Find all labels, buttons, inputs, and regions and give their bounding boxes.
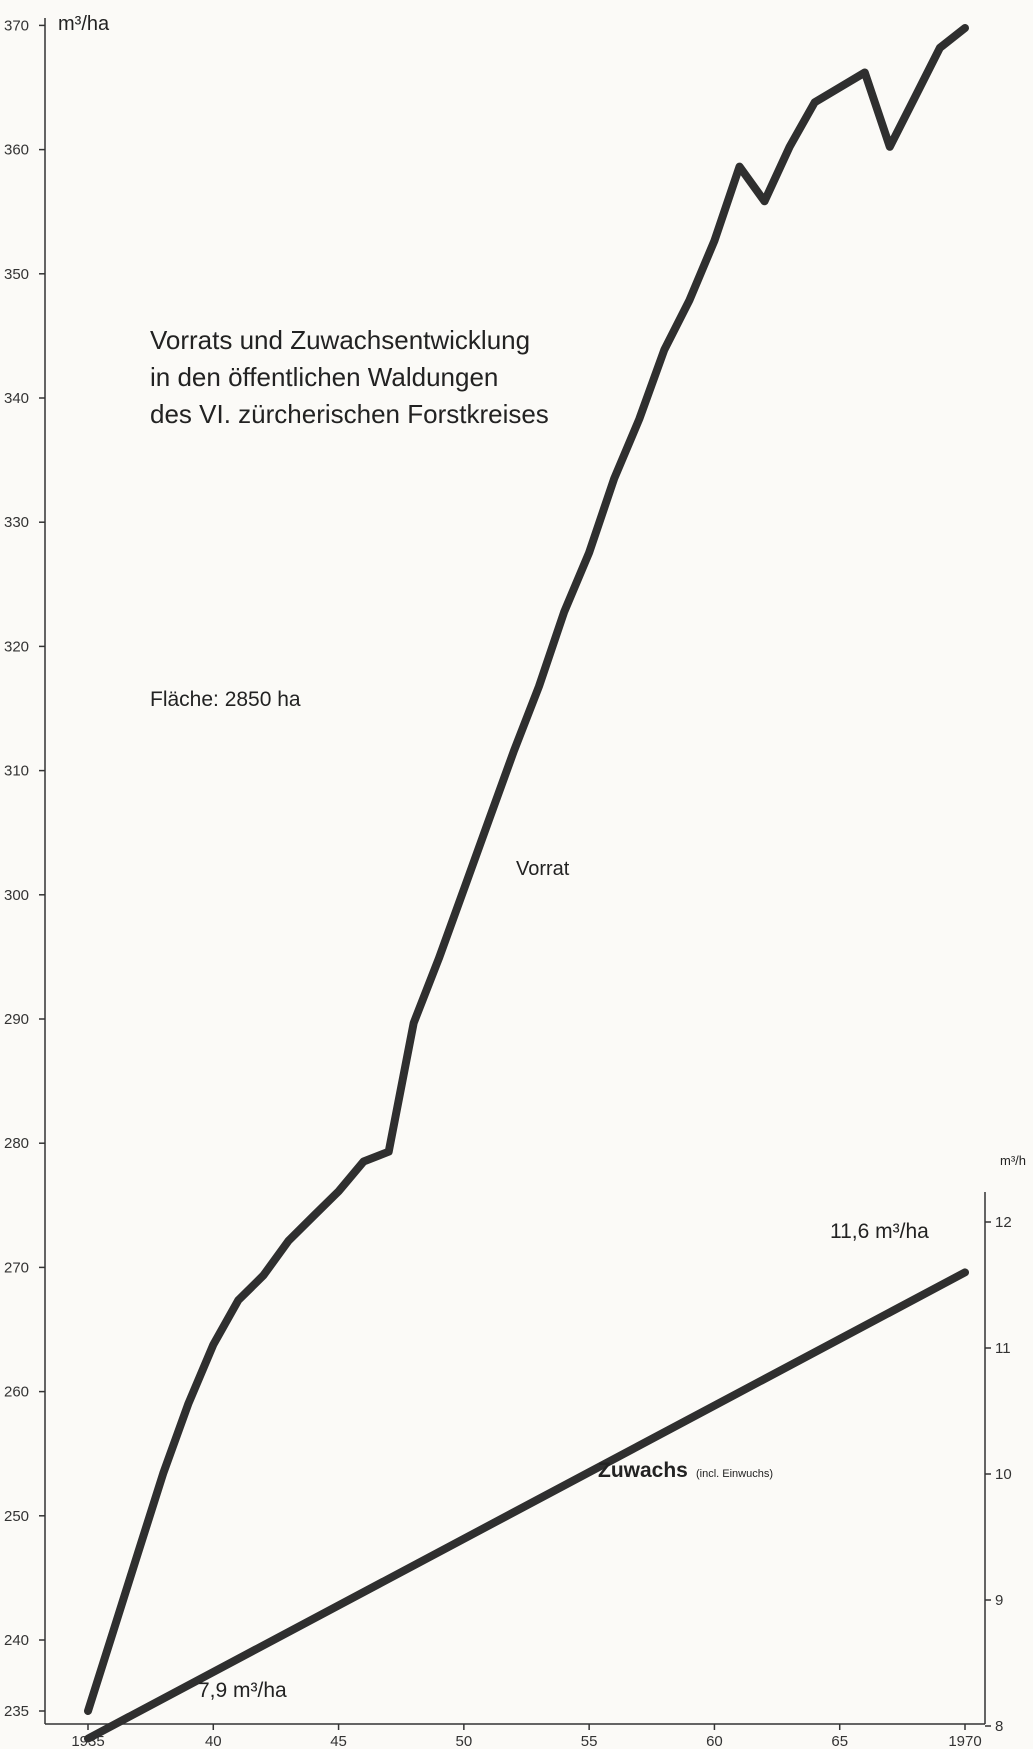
x-tick-label: 65 — [831, 1733, 848, 1749]
series-label-zuwachs: Zuwachs — [598, 1459, 688, 1482]
right-tick-label: 8 — [995, 1718, 1003, 1735]
right-tick-label: 9 — [995, 1592, 1003, 1609]
left-axis-unit: m³/ha — [58, 13, 110, 35]
left-tick-label: 250 — [4, 1508, 29, 1525]
right-axis-unit: m³/h — [1000, 1153, 1026, 1168]
left-tick-label: 300 — [4, 887, 29, 904]
x-tick-label: 50 — [456, 1733, 473, 1749]
x-axis-ticks: 1935 40 45 50 55 60 65 1970 — [71, 1724, 982, 1749]
left-axis-ticks: 235 240 250 260 270 280 290 300 310 320 330 340 350 3… — [4, 17, 45, 1720]
x-tick-label: 55 — [581, 1733, 598, 1749]
left-tick-label: 290 — [4, 1011, 29, 1028]
area-note: Fläche: 2850 ha — [150, 688, 301, 711]
zuwachs-end-label: 11,6 m³/ha — [830, 1220, 929, 1243]
left-tick-label: 260 — [4, 1384, 29, 1401]
left-tick-label: 235 — [4, 1703, 29, 1720]
x-tick-label: 60 — [706, 1733, 723, 1749]
axes — [44, 18, 986, 1725]
zuwachs-start-label: 7,9 m³/ha — [198, 1679, 287, 1702]
x-tick-label: 1970 — [948, 1733, 981, 1749]
series-label-vorrat: Vorrat — [516, 858, 570, 880]
x-tick-label: 40 — [205, 1733, 222, 1749]
left-tick-label: 360 — [4, 142, 29, 159]
left-tick-label: 240 — [4, 1632, 29, 1649]
right-tick-label: 11 — [995, 1340, 1011, 1357]
left-tick-label: 340 — [4, 390, 29, 407]
series-label-zuwachs-note: (incl. Einwuchs) — [696, 1468, 773, 1480]
series-line-vorrat — [84, 24, 969, 1715]
title-line-2: in den öffentlichen Waldungen — [150, 362, 498, 392]
left-tick-label: 370 — [4, 17, 29, 34]
right-tick-label: 12 — [995, 1214, 1012, 1231]
series-line-zuwachs — [84, 1268, 969, 1743]
left-tick-label: 330 — [4, 514, 29, 531]
series-group — [84, 24, 969, 1743]
left-tick-label: 310 — [4, 763, 29, 780]
right-axis-ticks: 8 9 10 11 12 — [985, 1214, 1012, 1735]
left-tick-label: 270 — [4, 1259, 29, 1276]
title-line-1: Vorrats und Zuwachsentwicklung — [150, 325, 530, 355]
left-tick-label: 350 — [4, 266, 29, 283]
chart-title: Vorrats und Zuwachsentwicklung in den öf… — [150, 325, 549, 429]
right-tick-label: 10 — [995, 1466, 1012, 1483]
x-tick-label: 45 — [330, 1733, 347, 1749]
left-tick-label: 280 — [4, 1135, 29, 1152]
title-line-3: des VI. zürcherischen Forstkreises — [150, 399, 549, 429]
left-tick-label: 320 — [4, 638, 29, 655]
